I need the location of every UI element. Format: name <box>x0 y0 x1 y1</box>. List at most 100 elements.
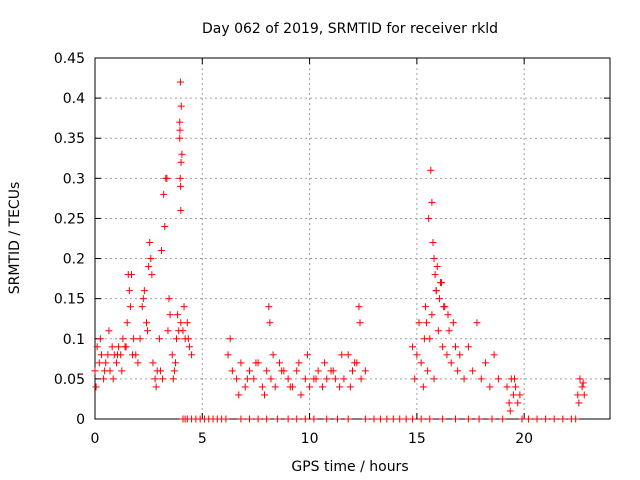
data-point <box>243 375 251 383</box>
data-point <box>312 375 320 383</box>
data-point <box>269 351 277 359</box>
data-point <box>482 359 490 367</box>
data-point <box>415 319 423 327</box>
data-point <box>409 343 417 351</box>
data-point <box>96 335 104 343</box>
x-tick-label: 20 <box>515 431 533 447</box>
data-point <box>361 367 369 375</box>
data-point <box>518 415 526 423</box>
data-point <box>95 359 103 367</box>
data-point <box>402 415 410 423</box>
data-point <box>139 295 147 303</box>
data-point <box>109 375 117 383</box>
data-point <box>464 343 472 351</box>
data-point <box>140 287 148 295</box>
data-point <box>273 415 281 423</box>
data-point <box>293 367 301 375</box>
data-point <box>426 415 434 423</box>
data-point <box>176 134 184 142</box>
data-point <box>122 343 130 351</box>
data-point <box>93 343 101 351</box>
data-point <box>177 206 185 214</box>
data-point <box>138 303 146 311</box>
data-point <box>533 415 541 423</box>
data-point <box>445 327 453 335</box>
data-point <box>420 335 428 343</box>
plot-frame <box>94 57 611 420</box>
data-point <box>171 359 179 367</box>
data-point <box>460 375 468 383</box>
data-point <box>506 407 514 415</box>
data-point <box>100 375 108 383</box>
data-point <box>143 319 150 327</box>
y-tick-label: 0.25 <box>54 211 85 227</box>
data-point <box>503 383 511 391</box>
data-point <box>424 367 432 375</box>
y-tick-label: 0.05 <box>54 372 85 388</box>
data-point <box>430 255 438 263</box>
data-point <box>433 263 441 271</box>
data-point <box>516 391 524 399</box>
data-point <box>237 415 245 423</box>
data-point <box>344 351 352 359</box>
data-point <box>151 375 159 383</box>
data-point <box>454 367 462 375</box>
data-point <box>177 319 185 327</box>
data-point <box>177 158 185 166</box>
data-point <box>574 391 582 399</box>
data-point <box>265 303 273 311</box>
data-point <box>318 383 326 391</box>
data-point <box>333 415 341 423</box>
data-points <box>91 78 588 423</box>
data-point <box>235 391 243 399</box>
data-point <box>170 367 178 375</box>
data-point <box>578 383 586 391</box>
data-point <box>464 415 472 423</box>
data-point <box>490 351 498 359</box>
data-point <box>417 359 425 367</box>
data-point <box>166 311 174 319</box>
data-point <box>409 415 417 423</box>
data-point <box>435 295 443 303</box>
data-point <box>338 351 346 359</box>
y-tick-label: 0.4 <box>63 91 85 107</box>
data-point <box>306 383 314 391</box>
data-point <box>425 214 433 222</box>
data-point <box>505 399 513 407</box>
data-point <box>165 295 173 303</box>
data-point <box>438 279 446 287</box>
data-point <box>297 391 305 399</box>
data-point <box>124 271 132 279</box>
x-axis-label: GPS time / hours <box>291 459 408 475</box>
data-point <box>355 303 363 311</box>
data-point <box>183 319 191 327</box>
data-point <box>421 303 429 311</box>
data-point <box>160 190 168 198</box>
data-point <box>184 335 192 343</box>
data-point <box>188 351 196 359</box>
data-point <box>323 415 331 423</box>
data-point <box>177 182 185 190</box>
data-point <box>376 415 384 423</box>
data-point <box>263 415 271 423</box>
data-point <box>178 150 186 158</box>
data-point <box>176 118 184 126</box>
data-point <box>580 391 588 399</box>
data-point <box>158 247 166 255</box>
data-point <box>185 343 193 351</box>
data-point <box>488 415 496 423</box>
x-tick-label: 10 <box>301 431 319 447</box>
data-point <box>550 415 558 423</box>
data-point <box>357 375 365 383</box>
data-point <box>351 359 359 367</box>
data-point <box>258 383 266 391</box>
data-point <box>286 383 294 391</box>
data-point <box>145 263 153 271</box>
data-point <box>344 415 352 423</box>
data-point <box>456 351 464 359</box>
axis-ticks: 0 5 10 15 20 0 0.05 0.1 0.15 0.2 0.25 0.3 0.35 0.4 0.4… <box>54 51 610 447</box>
data-point <box>431 271 439 279</box>
data-point <box>271 383 279 391</box>
data-point <box>340 375 348 383</box>
